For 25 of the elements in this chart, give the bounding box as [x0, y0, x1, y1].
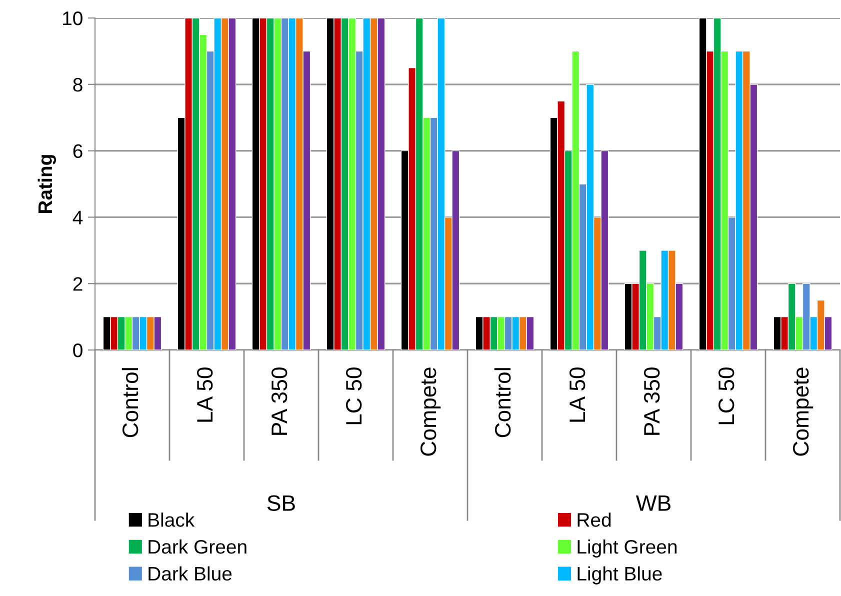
- legend-label: Light Blue: [578, 566, 662, 584]
- y-tick-label: 4: [72, 210, 83, 224]
- x-tick-label: Compete: [420, 368, 441, 456]
- legend-label: Red: [578, 512, 611, 527]
- y-tick-label: 2: [73, 277, 82, 291]
- x-tick-label: Control: [122, 368, 138, 438]
- y-tick-label: 6: [73, 144, 82, 158]
- x-tick-label: PA 350: [271, 368, 288, 435]
- legend-label: Light Green: [578, 539, 677, 558]
- y-axis-title: Rating: [38, 155, 56, 213]
- x-tick-label: Control: [494, 368, 511, 438]
- text: SB: [267, 495, 295, 511]
- y-tick-label: 0: [73, 343, 82, 358]
- y-tick-label: 10: [63, 11, 82, 26]
- x-tick-label: LC 50: [346, 368, 362, 424]
- text: WB: [636, 495, 670, 511]
- x-tick-label: LA 50: [569, 368, 586, 422]
- y-tick-label: 8: [73, 78, 82, 92]
- x-tick-label: PA 350: [644, 368, 660, 435]
- legend-label: Dark Blue: [148, 566, 232, 581]
- x-tick-label: LA 50: [196, 368, 213, 422]
- legend-label: Black: [148, 512, 195, 527]
- legend-label: Dark Green: [148, 539, 246, 554]
- x-tick-label: Compete: [792, 368, 814, 456]
- x-tick-label: LC 50: [718, 368, 734, 424]
